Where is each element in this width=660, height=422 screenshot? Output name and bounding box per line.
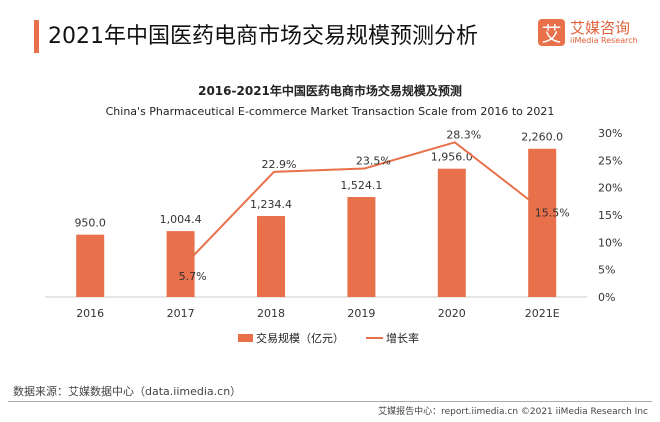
growth-line bbox=[182, 141, 546, 267]
bar bbox=[528, 148, 557, 297]
bar-label: 1,234.4 bbox=[250, 198, 292, 211]
line-label: 23.5% bbox=[356, 155, 391, 168]
logo-en: iiMedia Research bbox=[570, 36, 638, 45]
x-tick-label: 2020 bbox=[438, 307, 466, 320]
logo-cn: 艾媒咨询 bbox=[570, 19, 631, 37]
line-label: 15.5% bbox=[535, 206, 570, 219]
right-axis-tick: 25% bbox=[598, 154, 622, 167]
legend: 交易规模（亿元） 增长率 bbox=[238, 330, 419, 346]
bar-label: 1,524.1 bbox=[340, 179, 382, 192]
x-tick-label: 2017 bbox=[167, 307, 195, 320]
bar-label: 1,004.4 bbox=[160, 213, 202, 226]
legend-swatch-bar bbox=[238, 334, 253, 342]
right-axis-tick: 5% bbox=[598, 264, 615, 277]
chart-title: 2016-2021年中国医药电商市场交易规模及预测 bbox=[198, 84, 462, 98]
x-tick-label: 2016 bbox=[76, 307, 104, 320]
line-label: 28.3% bbox=[446, 128, 481, 141]
right-axis-tick: 15% bbox=[598, 209, 622, 222]
right-axis-tick: 20% bbox=[598, 182, 622, 195]
bar-label: 1,956.0 bbox=[431, 151, 473, 164]
x-tick-label: 2021E bbox=[525, 307, 560, 320]
bar-label: 2,260.0 bbox=[521, 131, 563, 144]
right-axis-tick: 0% bbox=[598, 291, 615, 304]
legend-item-bar: 交易规模（亿元） bbox=[238, 330, 344, 346]
legend-swatch-line bbox=[366, 337, 383, 339]
logo: 艾 艾媒咨询 iiMedia Research bbox=[538, 19, 638, 46]
right-axis-tick: 10% bbox=[598, 236, 622, 249]
footer-credit: 艾媒报告中心：report.iimedia.cn ©2021 iiMedia R… bbox=[378, 407, 648, 417]
line-label: 5.7% bbox=[179, 270, 207, 283]
legend-label: 增长率 bbox=[386, 332, 419, 345]
data-source: 数据来源：艾媒数据中心（data.iimedia.cn） bbox=[13, 385, 242, 398]
right-axis-tick: 30% bbox=[598, 127, 622, 140]
chart: 0% 5% 10% 15% 20% 25% 30% 950.0 2016 1,004.4 2017 1… bbox=[45, 127, 622, 320]
bar bbox=[437, 168, 466, 297]
title-accent-bar bbox=[34, 20, 39, 53]
x-tick-label: 2018 bbox=[257, 307, 285, 320]
bar bbox=[76, 234, 105, 297]
bar-label: 950.0 bbox=[74, 217, 106, 230]
line-label: 22.9% bbox=[262, 158, 297, 171]
legend-item-line: 增长率 bbox=[366, 330, 419, 346]
bar bbox=[257, 216, 285, 297]
logo-mark: 艾 bbox=[538, 19, 565, 46]
bar bbox=[166, 231, 195, 297]
legend-label: 交易规模（亿元） bbox=[256, 332, 344, 345]
page-title: 2021年中国医药电商市场交易规模预测分析 bbox=[48, 24, 478, 49]
x-tick-label: 2019 bbox=[347, 307, 375, 320]
chart-subtitle: China's Pharmaceutical E-commerce Market… bbox=[105, 105, 555, 118]
divider bbox=[8, 401, 652, 402]
bar bbox=[347, 197, 376, 297]
